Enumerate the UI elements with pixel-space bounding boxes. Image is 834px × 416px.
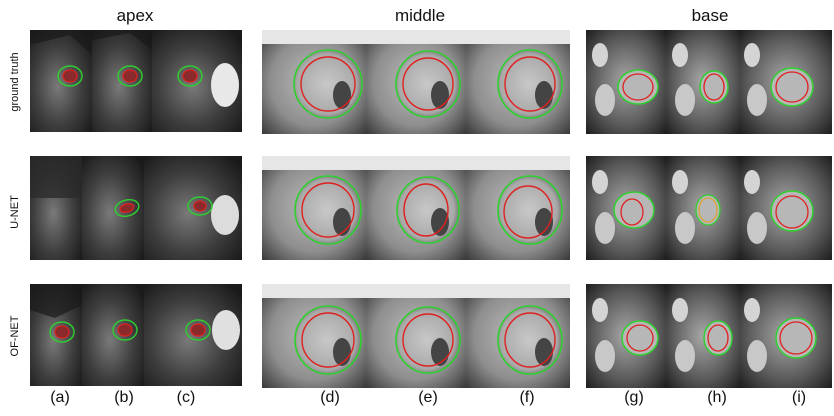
tile-apex-gt-b	[92, 30, 152, 132]
tile-apex-ofnet-c	[144, 284, 242, 386]
panel-label-i: (i)	[791, 389, 807, 406]
panel-label-g: (g)	[624, 389, 644, 406]
tile-apex-gt-a	[30, 30, 92, 132]
tile-apex-unet-c	[144, 156, 242, 260]
panel-label-b: (b)	[114, 389, 134, 406]
panel-label-d: (d)	[320, 389, 340, 406]
panel-label-e: (e)	[418, 389, 438, 406]
group-title-middle: middle	[394, 6, 446, 25]
tile-apex-ofnet-a	[30, 284, 82, 386]
tile-base-gt-g	[586, 30, 666, 134]
panel-label-c: (c)	[176, 389, 196, 406]
tile-middle-gt-d	[262, 30, 366, 134]
tile-middle-unet-e	[366, 156, 466, 260]
tile-middle-unet-f	[466, 156, 570, 260]
tile-middle-unet-d	[262, 156, 366, 260]
tile-middle-gt-f	[466, 30, 570, 134]
group-title-apex: apex	[116, 6, 154, 25]
tile-middle-ofnet-f	[466, 284, 570, 388]
tile-apex-ofnet-b	[82, 284, 144, 386]
tile-apex-unet-a	[30, 156, 82, 260]
tile-apex-unet-b	[82, 156, 144, 260]
panel-label-a: (a)	[50, 389, 70, 406]
tile-base-ofnet-i	[740, 284, 832, 388]
tile-middle-ofnet-e	[366, 284, 466, 388]
tile-base-unet-h	[666, 156, 740, 260]
tile-base-ofnet-g	[586, 284, 666, 388]
panel-label-f: (f)	[519, 389, 535, 406]
tile-base-ofnet-h	[666, 284, 740, 388]
tile-middle-ofnet-d	[262, 284, 366, 388]
tile-base-unet-i	[740, 156, 832, 260]
tile-base-unet-g	[586, 156, 666, 260]
tile-base-gt-h	[666, 30, 740, 134]
tile-base-gt-i	[740, 30, 832, 134]
tile-middle-gt-e	[366, 30, 466, 134]
tile-apex-gt-c	[152, 30, 242, 132]
group-title-base: base	[691, 6, 729, 25]
panel-label-h: (h)	[707, 389, 727, 406]
